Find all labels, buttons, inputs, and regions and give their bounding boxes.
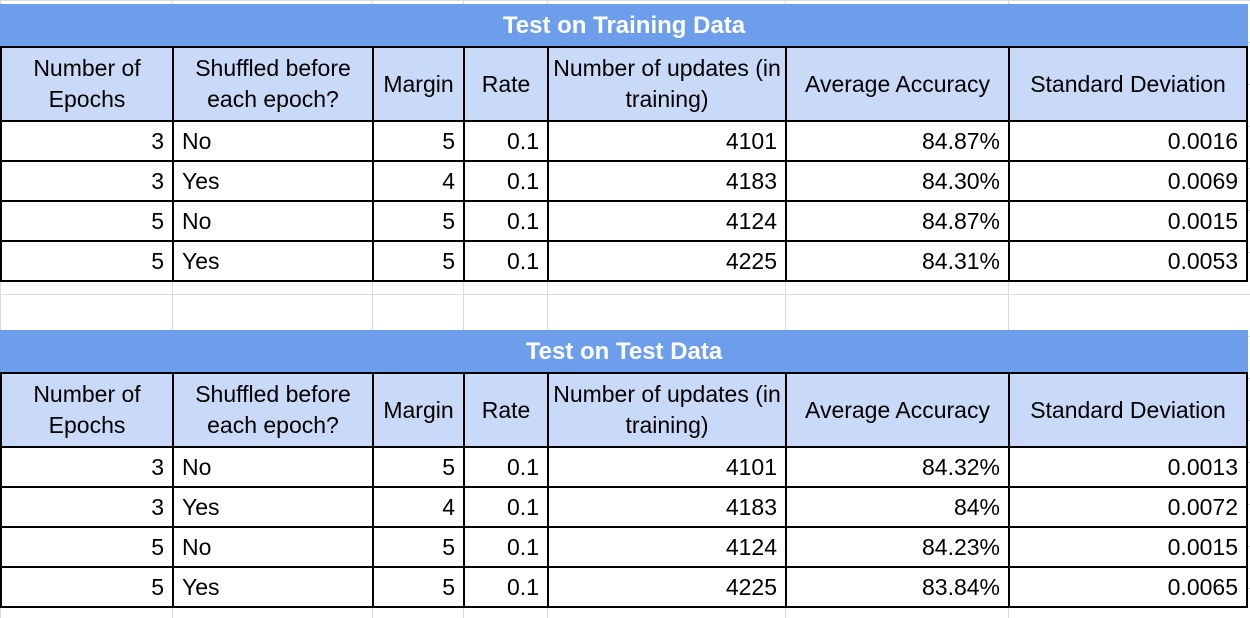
table-row: 5 Yes 5 0.1 4225 84.31% 0.0053 — [0, 240, 1249, 282]
cell-std-dev[interactable]: 0.0016 — [1007, 120, 1249, 162]
cell-epochs[interactable]: 5 — [0, 566, 174, 608]
cell-updates[interactable]: 4124 — [547, 526, 787, 568]
cell-shuffled[interactable]: No — [172, 200, 374, 242]
cell-std-dev[interactable]: 0.0072 — [1008, 486, 1248, 528]
cell-epochs[interactable]: 3 — [0, 446, 174, 488]
table-row: 5 Yes 5 0.1 4225 83.84% 0.0065 — [0, 566, 1248, 608]
grid-column-line — [463, 0, 464, 618]
table-row: 3 No 5 0.1 4101 84.87% 0.0016 — [0, 120, 1249, 162]
table-row: 3 Yes 4 0.1 4183 84.30% 0.0069 — [0, 160, 1249, 202]
cell-rate[interactable]: 0.1 — [463, 120, 549, 162]
cell-epochs[interactable]: 5 — [0, 240, 174, 282]
cell-shuffled[interactable]: No — [172, 120, 374, 162]
grid-column-line — [1008, 0, 1009, 618]
cell-accuracy[interactable]: 83.84% — [785, 566, 1010, 608]
column-header-margin[interactable]: Margin — [372, 46, 465, 122]
column-header-rate[interactable]: Rate — [463, 46, 549, 122]
cell-rate[interactable]: 0.1 — [463, 486, 549, 528]
table-row: 3 No 5 0.1 4101 84.32% 0.0013 — [0, 446, 1248, 488]
cell-updates[interactable]: 4183 — [547, 160, 787, 202]
cell-shuffled[interactable]: Yes — [172, 240, 374, 282]
cell-updates[interactable]: 4101 — [547, 446, 787, 488]
column-header-shuffled[interactable]: Shuffled before each epoch? — [172, 46, 374, 122]
cell-epochs[interactable]: 3 — [0, 160, 174, 202]
test-results-table: Test on Test Data Number of Epochs Shuff… — [0, 330, 1248, 608]
table-title: Test on Training Data — [0, 4, 1249, 48]
table-row: 5 No 5 0.1 4124 84.23% 0.0015 — [0, 526, 1248, 568]
cell-margin[interactable]: 5 — [372, 566, 465, 608]
cell-std-dev[interactable]: 0.0065 — [1008, 566, 1248, 608]
cell-rate[interactable]: 0.1 — [463, 160, 549, 202]
cell-shuffled[interactable]: Yes — [172, 486, 374, 528]
cell-std-dev[interactable]: 0.0053 — [1007, 240, 1249, 282]
cell-epochs[interactable]: 3 — [0, 120, 174, 162]
cell-rate[interactable]: 0.1 — [463, 240, 549, 282]
cell-accuracy[interactable]: 84.87% — [785, 200, 1010, 242]
cell-accuracy[interactable]: 84.31% — [785, 240, 1010, 282]
cell-margin[interactable]: 4 — [372, 160, 465, 202]
cell-accuracy[interactable]: 84.23% — [785, 526, 1010, 568]
column-header-shuffled[interactable]: Shuffled before each epoch? — [172, 372, 374, 448]
cell-accuracy[interactable]: 84.87% — [785, 120, 1010, 162]
cell-rate[interactable]: 0.1 — [463, 446, 549, 488]
column-header-std-dev[interactable]: Standard Deviation — [1007, 46, 1249, 122]
cell-accuracy[interactable]: 84.32% — [785, 446, 1010, 488]
table-title-row: Test on Training Data — [0, 4, 1249, 48]
grid-column-line — [372, 0, 373, 618]
cell-epochs[interactable]: 5 — [0, 526, 174, 568]
column-header-rate[interactable]: Rate — [463, 372, 549, 448]
cell-updates[interactable]: 4225 — [547, 566, 787, 608]
cell-shuffled[interactable]: No — [172, 446, 374, 488]
cell-margin[interactable]: 5 — [372, 200, 465, 242]
grid-column-line — [785, 0, 786, 618]
cell-epochs[interactable]: 3 — [0, 486, 174, 528]
column-header-margin[interactable]: Margin — [372, 372, 465, 448]
training-results-table: Test on Training Data Number of Epochs S… — [0, 4, 1249, 282]
cell-updates[interactable]: 4225 — [547, 240, 787, 282]
cell-updates[interactable]: 4101 — [547, 120, 787, 162]
column-header-row: Number of Epochs Shuffled before each ep… — [0, 372, 1248, 448]
cell-std-dev[interactable]: 0.0015 — [1008, 526, 1248, 568]
grid-column-line — [172, 0, 173, 618]
cell-margin[interactable]: 5 — [372, 446, 465, 488]
cell-epochs[interactable]: 5 — [0, 200, 174, 242]
cell-shuffled[interactable]: No — [172, 526, 374, 568]
grid-column-line — [547, 0, 548, 618]
cell-accuracy[interactable]: 84% — [785, 486, 1010, 528]
table-row: 5 No 5 0.1 4124 84.87% 0.0015 — [0, 200, 1249, 242]
column-header-row: Number of Epochs Shuffled before each ep… — [0, 46, 1249, 122]
cell-margin[interactable]: 5 — [372, 526, 465, 568]
cell-updates[interactable]: 4124 — [547, 200, 787, 242]
table-row: 3 Yes 4 0.1 4183 84% 0.0072 — [0, 486, 1248, 528]
column-header-epochs[interactable]: Number of Epochs — [0, 372, 174, 448]
cell-margin[interactable]: 5 — [372, 240, 465, 282]
cell-accuracy[interactable]: 84.30% — [785, 160, 1010, 202]
cell-std-dev[interactable]: 0.0013 — [1008, 446, 1248, 488]
cell-rate[interactable]: 0.1 — [463, 566, 549, 608]
column-header-accuracy[interactable]: Average Accuracy — [785, 372, 1010, 448]
cell-shuffled[interactable]: Yes — [172, 160, 374, 202]
cell-shuffled[interactable]: Yes — [172, 566, 374, 608]
table-title-row: Test on Test Data — [0, 330, 1248, 374]
column-header-updates[interactable]: Number of updates (in training) — [547, 46, 787, 122]
cell-rate[interactable]: 0.1 — [463, 200, 549, 242]
cell-std-dev[interactable]: 0.0015 — [1007, 200, 1249, 242]
column-header-updates[interactable]: Number of updates (in training) — [547, 372, 787, 448]
cell-std-dev[interactable]: 0.0069 — [1007, 160, 1249, 202]
cell-rate[interactable]: 0.1 — [463, 526, 549, 568]
column-header-accuracy[interactable]: Average Accuracy — [785, 46, 1010, 122]
column-header-epochs[interactable]: Number of Epochs — [0, 46, 174, 122]
table-title: Test on Test Data — [0, 330, 1248, 374]
cell-margin[interactable]: 4 — [372, 486, 465, 528]
cell-margin[interactable]: 5 — [372, 120, 465, 162]
column-header-std-dev[interactable]: Standard Deviation — [1008, 372, 1248, 448]
cell-updates[interactable]: 4183 — [547, 486, 787, 528]
